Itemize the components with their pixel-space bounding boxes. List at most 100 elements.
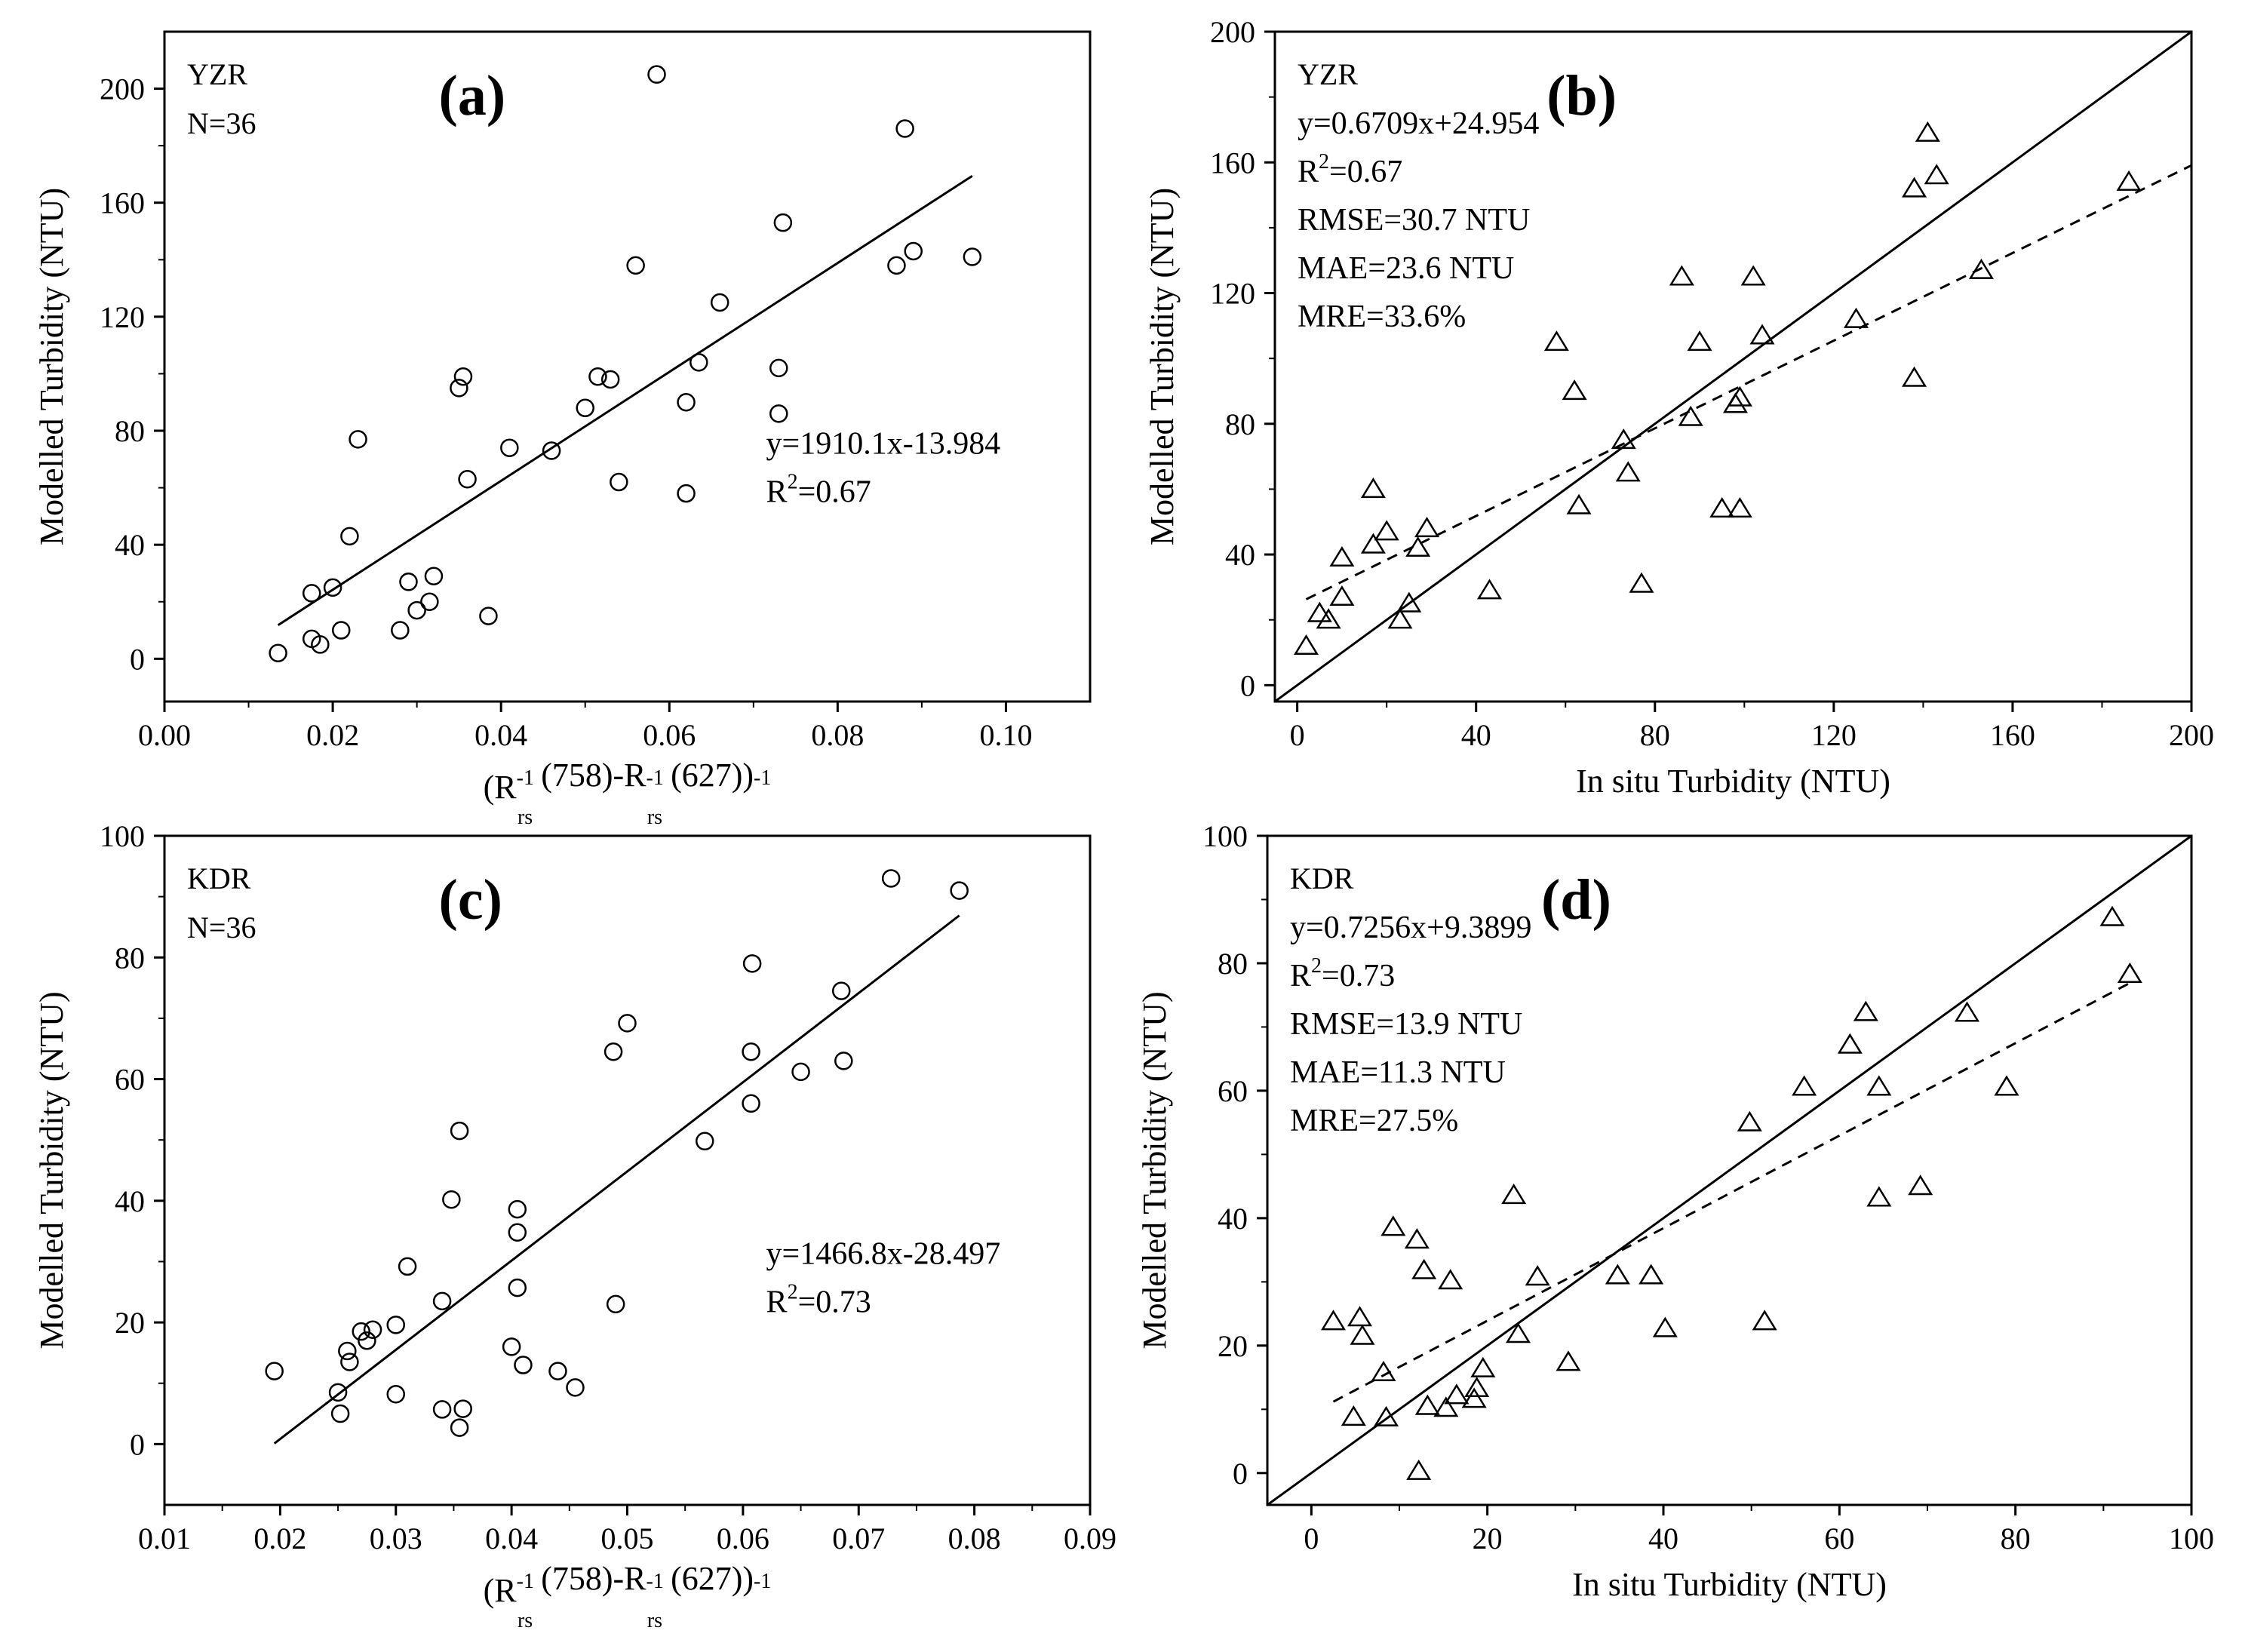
data-point [1373, 1405, 1399, 1426]
x-axis-title-part: (627)) [662, 757, 754, 794]
data-point [588, 367, 607, 386]
data-point [881, 869, 901, 888]
plot-frame [1266, 834, 2193, 1506]
x-axis-title-part: (758)-R [533, 1560, 646, 1597]
plot-frame [1273, 30, 2193, 703]
rmse-text: RMSE=13.9 NTU [1290, 1007, 1522, 1042]
equation-text: y=1910.1x-13.984 [766, 426, 1001, 461]
data-point [1505, 1322, 1531, 1343]
data-point [349, 430, 367, 449]
y-axis-title: Modelled Turbidity (NTU) [33, 991, 70, 1349]
x-tick-label: 0.08 [811, 718, 864, 752]
data-point [363, 1320, 382, 1340]
data-point [963, 247, 982, 266]
data-point [1853, 1000, 1878, 1021]
y-tick-label: 40 [1218, 1202, 1248, 1236]
data-point [1792, 1075, 1817, 1096]
data-point [904, 241, 923, 261]
y-tick-label: 200 [1210, 15, 1255, 49]
data-point [1444, 1383, 1470, 1405]
data-point [338, 1341, 357, 1361]
x-axis-title-part: rs [518, 1609, 533, 1632]
x-axis-title-part: (627)) [662, 1560, 754, 1597]
x-axis-title-part: rs [647, 806, 662, 829]
r-squared-value: 0.67 [1347, 155, 1403, 189]
data-point [432, 1291, 452, 1311]
data-point [450, 1121, 469, 1141]
mre-text: MRE=33.6% [1298, 299, 1466, 334]
y-tick-label: 80 [115, 941, 145, 975]
r-squared-value-prefix: = [1322, 959, 1340, 993]
x-axis-title-part: (R [484, 1572, 518, 1609]
data-point [1749, 324, 1775, 345]
site-label: YZR [187, 57, 247, 91]
mae-text: MAE=23.6 NTU [1298, 251, 1514, 286]
data-point [1902, 177, 1927, 198]
r-squared-value: 0.73 [815, 1285, 871, 1320]
data-point [647, 65, 666, 84]
regression-line [273, 914, 960, 1445]
y-tick-label: 100 [1202, 819, 1248, 853]
data-point [398, 1257, 417, 1276]
panel-letter: (b) [1546, 64, 1617, 127]
data-point [618, 1014, 637, 1033]
data-point [1406, 1459, 1432, 1480]
data-point [677, 392, 696, 412]
y-tick-label: 120 [100, 300, 145, 334]
x-tick-label: 80 [1640, 718, 1670, 752]
data-point [331, 621, 351, 640]
data-point [1994, 1075, 2019, 1096]
y-tick-label: 20 [1218, 1329, 1248, 1363]
plot-frame [163, 30, 1092, 703]
x-tick-label: 0.02 [306, 718, 359, 752]
x-tick-label: 0.04 [485, 1521, 538, 1555]
data-point [773, 213, 793, 232]
r-squared-symbol: R [1298, 155, 1319, 189]
data-point [1687, 330, 1712, 352]
r-squared-symbol: R [766, 1285, 788, 1320]
x-tick-label: 40 [1461, 718, 1491, 752]
data-point [340, 527, 359, 546]
data-point [269, 643, 287, 663]
x-tick-label: 200 [2169, 718, 2214, 752]
data-point [479, 606, 498, 625]
data-point [502, 1337, 521, 1356]
y-tick-label: 160 [100, 186, 145, 220]
data-point [302, 584, 321, 603]
r-squared-value: 0.73 [1340, 959, 1396, 993]
data-point [710, 293, 729, 312]
x-axis-title-part: -1 [754, 1570, 771, 1593]
data-point [450, 379, 468, 398]
data-point [1411, 1258, 1437, 1279]
data-point [606, 1294, 625, 1314]
data-point [514, 1356, 533, 1374]
data-point [566, 1378, 585, 1397]
data-point [432, 1400, 452, 1419]
x-tick-label: 0 [1290, 718, 1305, 752]
x-tick-label: 0.02 [253, 1521, 306, 1555]
rmse-text: RMSE=30.7 NTU [1298, 203, 1530, 238]
data-point [458, 470, 477, 489]
data-point [600, 370, 620, 389]
x-tick-label: 0.06 [717, 1521, 769, 1555]
sample-count: N=36 [187, 106, 256, 140]
data-point [399, 573, 418, 591]
data-point [1501, 1184, 1527, 1205]
y-tick-label: 40 [115, 1184, 145, 1218]
data-point [1737, 1110, 1762, 1132]
data-point [424, 567, 444, 585]
data-point [1866, 1186, 1892, 1207]
data-point [1722, 392, 1748, 413]
site-label: KDR [1290, 861, 1354, 895]
data-point [1639, 1264, 1664, 1285]
y-tick-label: 20 [115, 1306, 145, 1340]
x-axis-title-part: -1 [517, 1570, 534, 1593]
data-point [1740, 265, 1766, 286]
data-point [311, 635, 330, 654]
data-point [1629, 572, 1654, 593]
data-point [1843, 307, 1869, 328]
data-point [352, 1322, 370, 1341]
data-point [1562, 379, 1587, 401]
data-point [696, 1132, 714, 1151]
data-point [887, 256, 906, 275]
